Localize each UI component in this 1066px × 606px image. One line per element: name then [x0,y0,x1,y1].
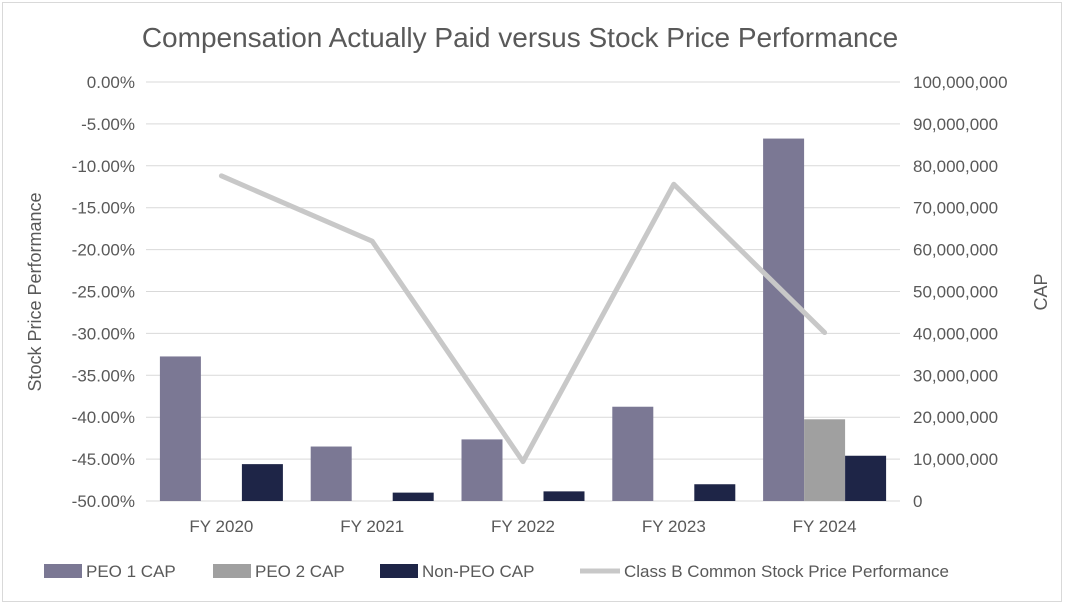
legend-label: PEO 1 CAP [86,562,176,581]
left-tick-label: -10.00% [72,157,135,176]
left-tick-label: -35.00% [72,366,135,385]
right-tick-label: 60,000,000 [913,241,998,260]
right-tick-label: 10,000,000 [913,450,998,469]
right-tick-label: 20,000,000 [913,408,998,427]
legend-swatch [44,564,82,578]
bar-peo-1-cap-4 [612,406,654,501]
right-tick-label: 90,000,000 [913,115,998,134]
bars [159,138,887,501]
left-tick-label: -25.00% [72,283,135,302]
left-tick-label: -45.00% [72,450,135,469]
legend-label: Non-PEO CAP [422,562,534,581]
x-tick-label: FY 2020 [189,517,253,536]
legend-label: Class B Common Stock Price Performance [624,562,949,581]
price-line [218,173,828,465]
left-tick-label: -20.00% [72,241,135,260]
bar-peo-1-cap-3 [461,439,503,501]
x-axis-ticks: FY 2020 FY 2021 FY 2022 FY 2023 FY 2024 [189,517,856,536]
left-tick-label: -30.00% [72,324,135,343]
x-tick-label: FY 2024 [793,517,857,536]
x-tick-label: FY 2021 [340,517,404,536]
bar-non-peo-cap-2 [392,492,434,501]
left-tick-label: -50.00% [72,492,135,511]
left-tick-label: -5.00% [81,115,135,134]
bar-peo-1-cap-1 [159,356,201,501]
right-tick-label: 30,000,000 [913,366,998,385]
left-tick-label: -40.00% [72,408,135,427]
x-tick-label: FY 2022 [491,517,555,536]
right-tick-label: 40,000,000 [913,324,998,343]
line-class-b-stock-performance [218,173,828,465]
right-tick-label: 80,000,000 [913,157,998,176]
right-tick-label: 50,000,000 [913,283,998,302]
bar-non-peo-cap-1 [241,464,283,501]
right-axis-title: CAP [1031,273,1051,310]
bar-peo-2-cap-5 [804,419,846,501]
right-axis-ticks: 100,000,000 90,000,000 80,000,000 70,000,00… [913,73,1008,511]
legend: PEO 1 CAP PEO 2 CAP Non-PEO CAP Class B Com… [44,562,949,581]
left-tick-label: 0.00% [87,73,135,92]
right-tick-label: 100,000,000 [913,73,1008,92]
right-tick-label: 70,000,000 [913,199,998,218]
legend-swatch [213,564,251,578]
right-tick-label: 0 [913,492,922,511]
bar-peo-1-cap-5 [763,138,805,501]
left-axis-title: Stock Price Performance [25,192,45,391]
left-axis-ticks: 0.00% -5.00% -10.00% -15.00% -20.00% -25.00% -… [72,73,135,511]
legend-swatch [380,564,418,578]
bar-non-peo-cap-5 [845,455,887,501]
chart-title: Compensation Actually Paid versus Stock … [142,22,898,53]
bar-non-peo-cap-4 [694,484,736,501]
x-tick-label: FY 2023 [642,517,706,536]
left-tick-label: -15.00% [72,199,135,218]
legend-label: PEO 2 CAP [255,562,345,581]
bar-non-peo-cap-3 [543,491,585,501]
bar-peo-1-cap-2 [310,446,352,501]
